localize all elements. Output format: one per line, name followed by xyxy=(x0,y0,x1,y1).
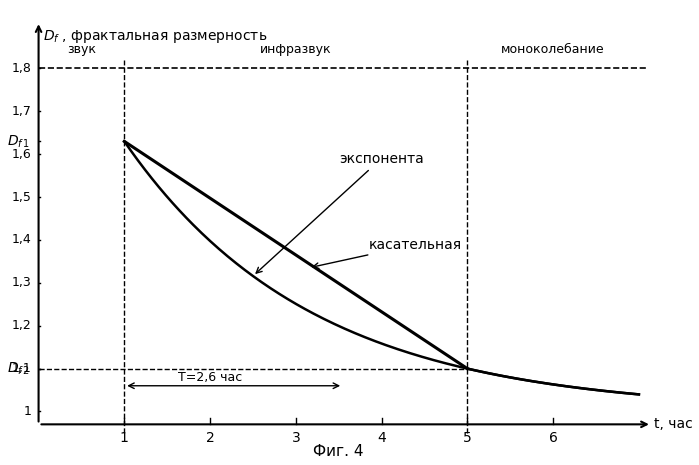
Text: Фиг. 4: Фиг. 4 xyxy=(313,444,364,458)
Text: 1,4: 1,4 xyxy=(12,233,31,246)
Text: $D_{f\,2}$: $D_{f\,2}$ xyxy=(7,360,30,377)
Text: 3: 3 xyxy=(291,431,301,445)
Text: 1,5: 1,5 xyxy=(12,191,31,204)
Text: инфразвук: инфразвук xyxy=(260,43,331,56)
Text: T=2,6 час: T=2,6 час xyxy=(178,371,243,384)
Text: 1,1: 1,1 xyxy=(12,362,31,375)
Text: экспонента: экспонента xyxy=(256,152,424,273)
Text: 1: 1 xyxy=(24,405,31,418)
Text: звук: звук xyxy=(67,43,96,56)
Text: 1,8: 1,8 xyxy=(12,62,31,75)
Text: 1: 1 xyxy=(120,431,129,445)
Text: моноколебание: моноколебание xyxy=(501,43,605,56)
Text: t, час: t, час xyxy=(654,418,693,432)
Text: $D_f$ , фрактальная размерность: $D_f$ , фрактальная размерность xyxy=(43,28,267,45)
Text: 1,6: 1,6 xyxy=(12,148,31,161)
Text: 4: 4 xyxy=(377,431,386,445)
Text: 5: 5 xyxy=(463,431,472,445)
Text: $D_{f\,1}$: $D_{f\,1}$ xyxy=(7,133,30,150)
Text: 1,2: 1,2 xyxy=(12,319,31,332)
Text: 2: 2 xyxy=(206,431,215,445)
Text: касательная: касательная xyxy=(313,238,462,268)
Text: 6: 6 xyxy=(549,431,558,445)
Text: 1,7: 1,7 xyxy=(12,105,31,118)
Text: 1,3: 1,3 xyxy=(12,276,31,289)
